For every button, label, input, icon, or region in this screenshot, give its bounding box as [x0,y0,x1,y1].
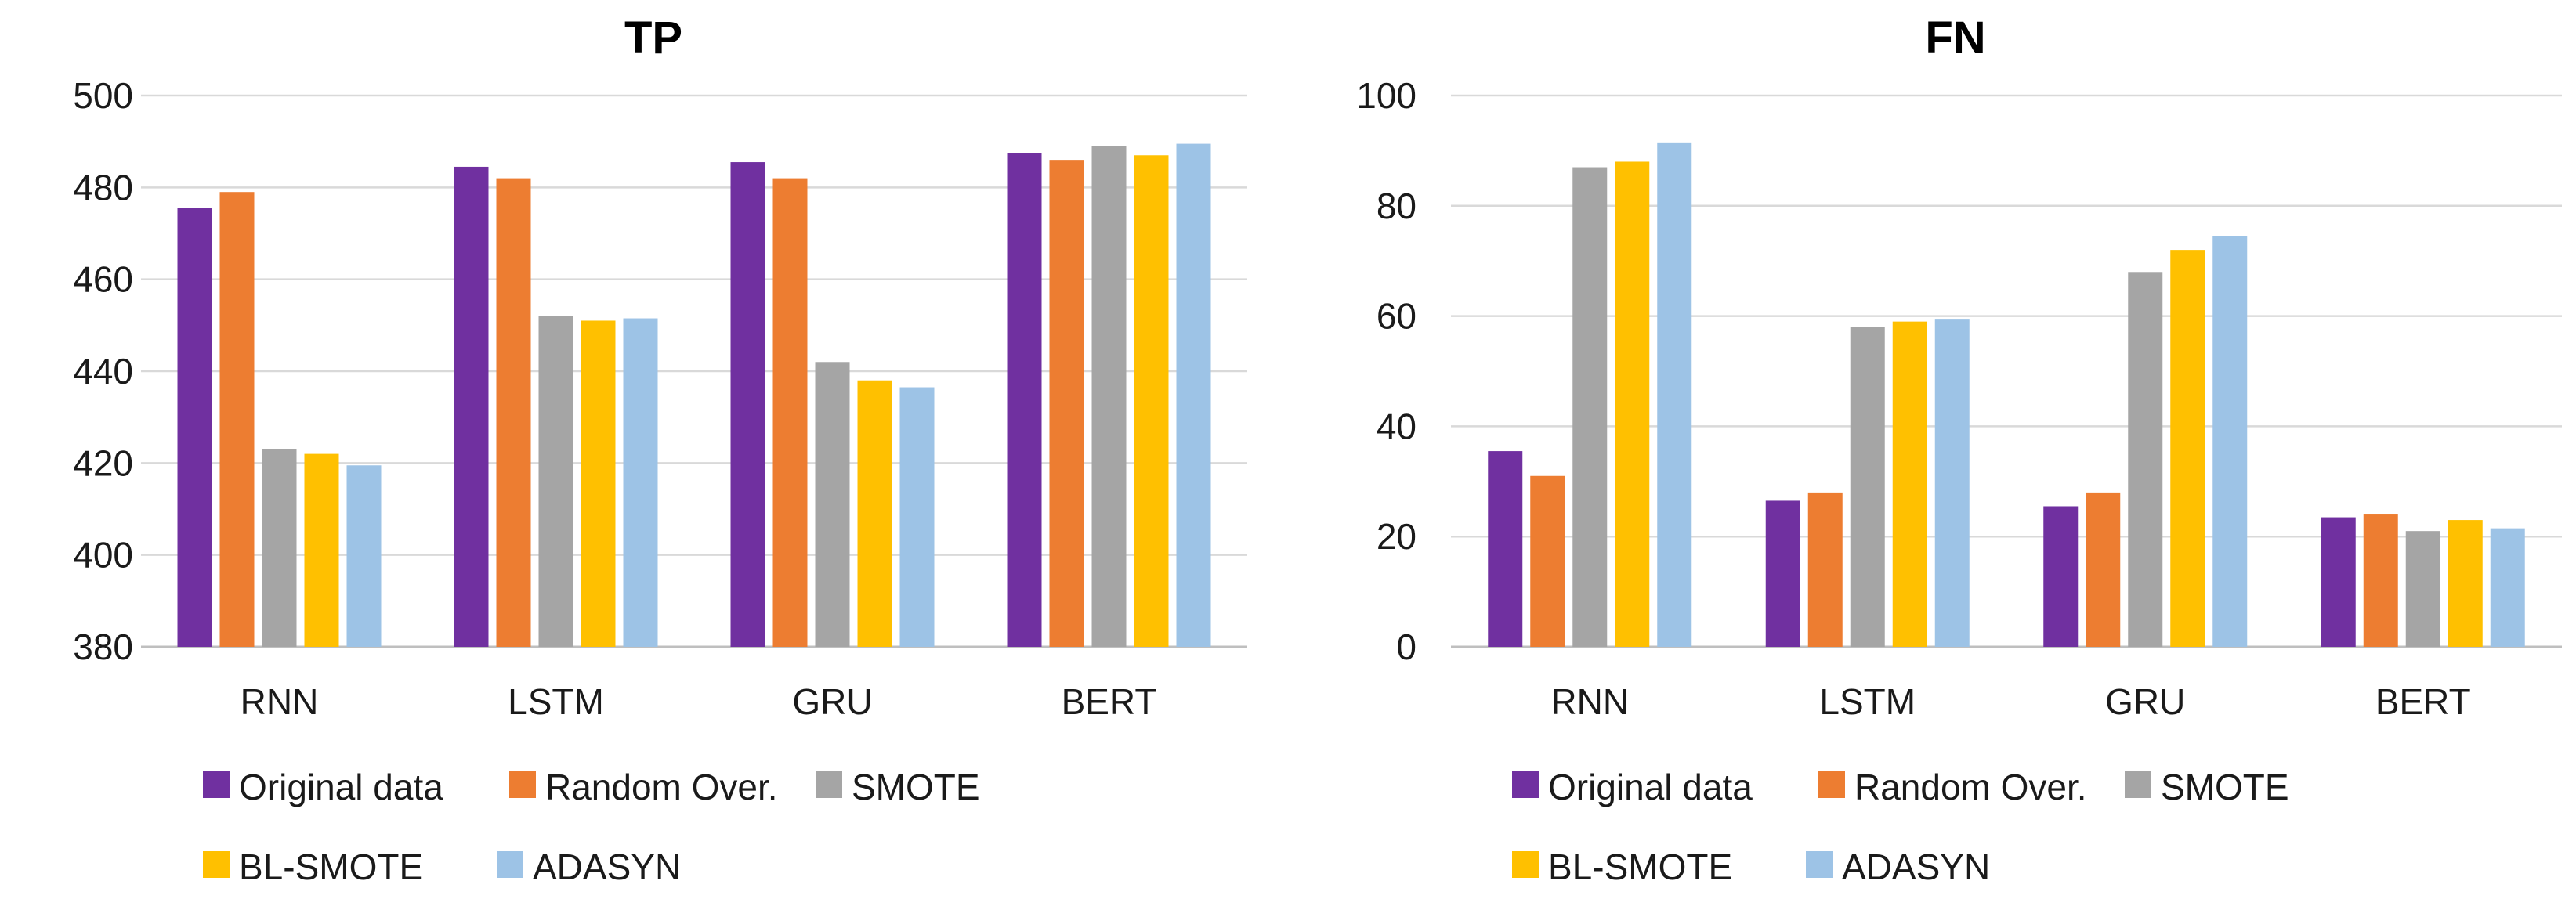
bar-bert-random-over [2363,514,2398,647]
bar-lstm-random-over [496,178,531,648]
legend-swatch [1512,771,1539,798]
x-category-label: RNN [241,681,319,722]
bar-rnn-random-over [219,192,255,647]
legend-swatch [509,771,536,798]
y-tick-label: 20 [1377,516,1416,557]
legend-label: SMOTE [852,767,980,807]
bar-rnn-original-data [177,208,212,647]
legend-swatch [1806,851,1833,878]
bar-gru-bl-smote [2170,250,2205,647]
chart-panel-fn: FN 0 20 40 60 80 100 RNN LSTM GRU BERT Original dat… [1356,13,2562,887]
y-tick-label: 500 [73,75,133,116]
bar-bert-adasyn [1176,143,1211,648]
legend-label: SMOTE [2161,767,2289,807]
bar-rnn-smote [1572,167,1608,647]
y-tick-label: 40 [1377,406,1416,446]
legend-swatch [1512,851,1539,878]
x-category-label: LSTM [508,681,604,722]
bar-lstm-smote [538,316,573,647]
y-tick-label: 60 [1377,296,1416,337]
bar-gru-original-data [2043,506,2079,647]
bar-gru-smote [2128,272,2163,647]
legend-label: BL-SMOTE [239,847,423,887]
bar-rnn-random-over [1530,475,1565,647]
y-tick-label: 380 [73,626,133,667]
x-category-label: GRU [2105,681,2185,722]
legend-swatch [1818,771,1845,798]
bar-gru-bl-smote [857,380,892,647]
legend-label: Random Over. [545,767,778,807]
x-category-label: LSTM [1819,681,1916,722]
bar-lstm-smote [1850,327,1885,647]
bar-bert-random-over [1049,160,1084,648]
bar-bert-bl-smote [1134,155,1169,647]
chart-panel-tp: TP 380 400 420 440 460 480 500 RNN LSTM GRU BERT Ori… [73,13,1247,887]
bar-lstm-adasyn [1934,319,1970,647]
legend-swatch [203,771,230,798]
y-tick-label: 80 [1377,186,1416,226]
x-category-label: GRU [792,681,872,722]
y-tick-label: 0 [1396,626,1416,667]
legend-swatch [2125,771,2151,798]
bar-gru-adasyn [2212,236,2248,647]
bar-gru-smote [815,362,850,647]
chart-title: FN [1925,13,1985,63]
y-tick-label: 100 [1356,75,1416,116]
bar-lstm-original-data [454,166,489,647]
bar-gru-random-over [772,178,808,648]
y-tick-label: 440 [73,351,133,392]
chart-title: TP [624,13,682,63]
bar-bert-adasyn [2490,528,2525,647]
bar-lstm-random-over [1807,492,1843,647]
legend-label: BL-SMOTE [1548,847,1732,887]
x-category-label: RNN [1550,681,1629,722]
bar-gru-random-over [2086,492,2121,647]
bar-lstm-bl-smote [581,320,616,647]
y-tick-label: 420 [73,442,133,483]
bar-rnn-smote [262,449,297,647]
bar-lstm-adasyn [623,318,658,647]
x-category-label: BERT [1062,681,1157,722]
bar-gru-original-data [730,162,765,648]
y-tick-label: 460 [73,259,133,300]
y-tick-label: 400 [73,535,133,576]
legend-swatch [816,771,842,798]
bar-lstm-original-data [1765,500,1800,647]
bar-bert-smote [2405,531,2440,647]
bar-rnn-bl-smote [304,453,339,647]
legend-label: Original data [239,767,443,807]
bar-bert-original-data [2321,517,2356,647]
y-tick-label: 480 [73,167,133,208]
legend-label: ADASYN [1842,847,1990,887]
bar-gru-adasyn [899,387,935,647]
legend-label: ADASYN [533,847,681,887]
bar-rnn-adasyn [1657,142,1692,648]
bar-lstm-bl-smote [1892,321,1927,647]
x-category-label: BERT [2375,681,2471,722]
bar-rnn-adasyn [346,465,382,647]
bar-bert-smote [1091,146,1127,648]
bar-bert-bl-smote [2448,520,2483,647]
legend-swatch [497,851,523,878]
bar-rnn-bl-smote [1615,161,1650,648]
legend-label: Random Over. [1854,767,2087,807]
legend-label: Original data [1548,767,1753,807]
bar-rnn-original-data [1488,451,1523,647]
bar-bert-original-data [1007,153,1042,648]
legend-swatch [203,851,230,878]
